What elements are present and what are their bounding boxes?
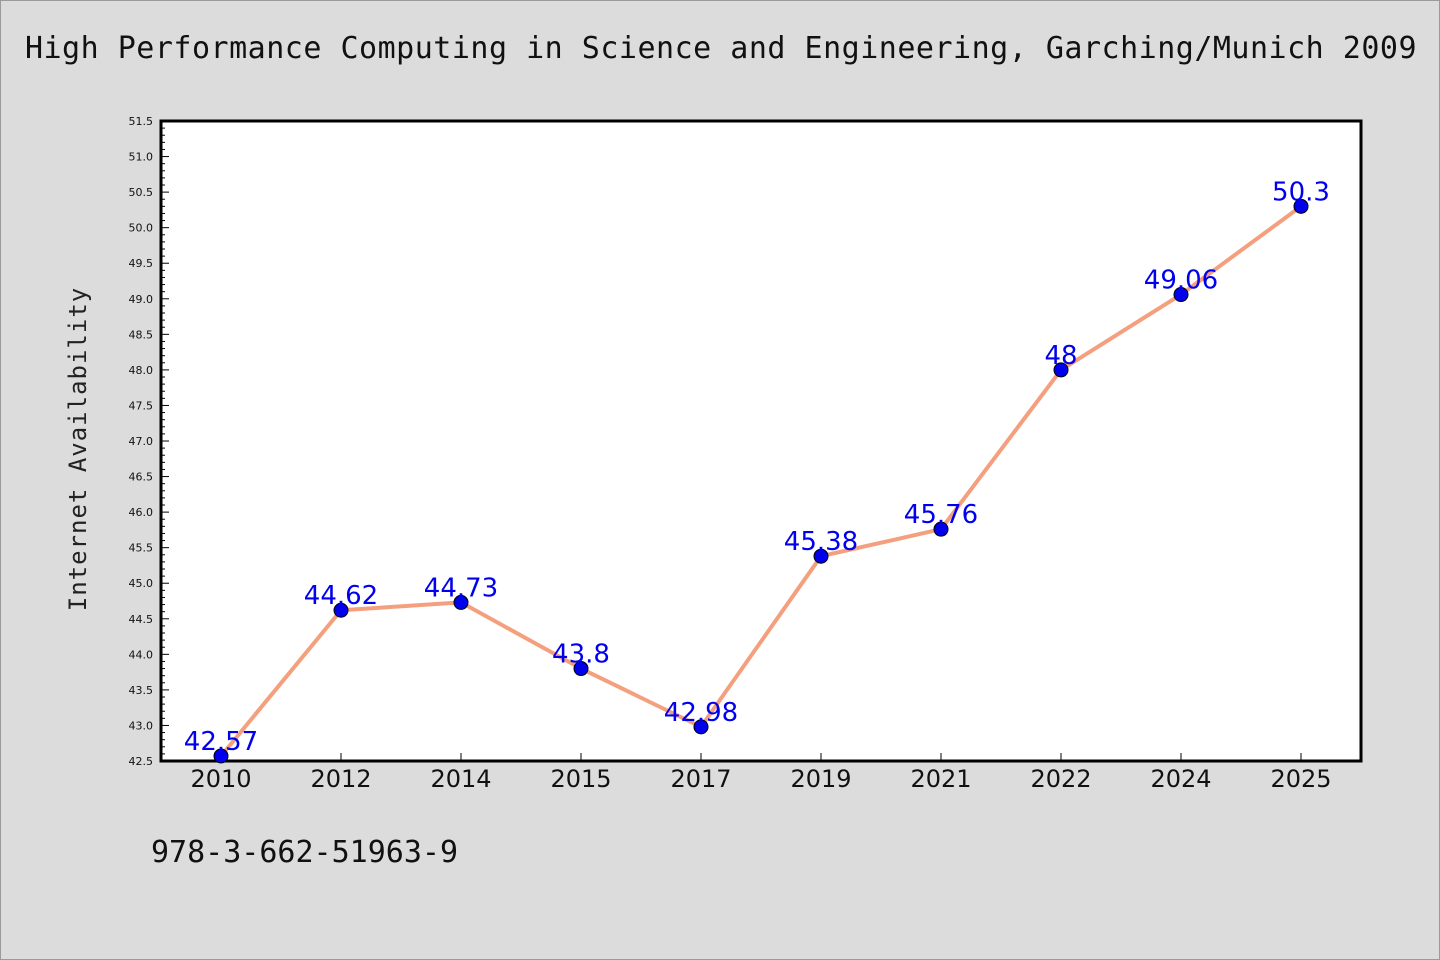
y-tick-label: 49.5 <box>129 257 154 270</box>
x-tick-label: 2021 <box>910 765 971 793</box>
x-tick-label: 2022 <box>1030 765 1091 793</box>
data-label: 45.38 <box>784 527 858 557</box>
y-tick-label: 46.0 <box>129 506 154 519</box>
isbn-footnote: 978-3-662-51963-9 <box>151 835 459 870</box>
data-point <box>213 748 229 764</box>
y-tick-label: 42.5 <box>129 755 154 768</box>
y-tick-label: 48.5 <box>129 328 154 341</box>
data-point <box>573 661 589 677</box>
x-tick-label: 2015 <box>550 765 611 793</box>
y-axis: 42.5 43.0 43.5 44.0 44.5 45.0 45.5 46.0 46.5 47.0… <box>129 115 169 768</box>
x-tick-label: 2024 <box>1150 765 1211 793</box>
y-tick-label: 43.0 <box>129 719 154 732</box>
data-point <box>1293 198 1309 214</box>
y-tick-label: 47.0 <box>129 435 154 448</box>
data-label: 45.76 <box>904 500 978 530</box>
y-tick-label: 44.0 <box>129 648 154 661</box>
series-line <box>219 204 1303 758</box>
x-tick-label: 2017 <box>670 765 731 793</box>
data-label: 43.8 <box>552 640 610 670</box>
y-tick-label: 51.0 <box>129 151 154 164</box>
data-label: 42.98 <box>664 698 738 728</box>
y-tick-label: 49.0 <box>129 293 154 306</box>
x-tick-label: 2019 <box>790 765 851 793</box>
y-tick-label: 47.5 <box>129 399 154 412</box>
x-tick-label: 2012 <box>310 765 371 793</box>
x-tick-label: 2014 <box>430 765 491 793</box>
series-layer <box>213 198 1309 764</box>
data-label: 42.57 <box>184 727 258 757</box>
data-point <box>333 602 349 618</box>
data-labels: 42.57 44.62 44.73 43.8 42.98 45.38 45.76 48 49.0… <box>184 177 1330 757</box>
x-tick-label: 2010 <box>190 765 251 793</box>
data-point <box>813 548 829 564</box>
y-tick-label: 50.0 <box>129 222 154 235</box>
y-tick-label: 51.5 <box>129 115 154 128</box>
x-axis: 2010 2012 2014 2015 2017 2019 2021 2022 2024 2025 <box>190 753 1332 793</box>
data-label: 50.3 <box>1272 177 1330 207</box>
data-label: 44.62 <box>304 581 378 611</box>
data-label: 49.06 <box>1144 266 1218 296</box>
y-tick-label: 43.5 <box>129 684 154 697</box>
chart-title: High Performance Computing in Science an… <box>24 31 1418 66</box>
data-point <box>933 521 949 537</box>
data-point <box>453 594 469 610</box>
y-tick-label: 45.5 <box>129 542 154 555</box>
x-tick-label: 2025 <box>1270 765 1331 793</box>
data-label: 44.73 <box>424 573 498 603</box>
y-tick-label: 50.5 <box>129 186 154 199</box>
y-tick-label: 45.0 <box>129 577 154 590</box>
data-label: 48 <box>1044 341 1077 371</box>
y-tick-label: 44.5 <box>129 613 154 626</box>
data-point <box>1173 287 1189 303</box>
y-tick-label: 46.5 <box>129 471 154 484</box>
y-tick-label: 48.0 <box>129 364 154 377</box>
data-point <box>693 719 709 735</box>
plot-area <box>159 119 1363 763</box>
data-point <box>1053 362 1069 378</box>
